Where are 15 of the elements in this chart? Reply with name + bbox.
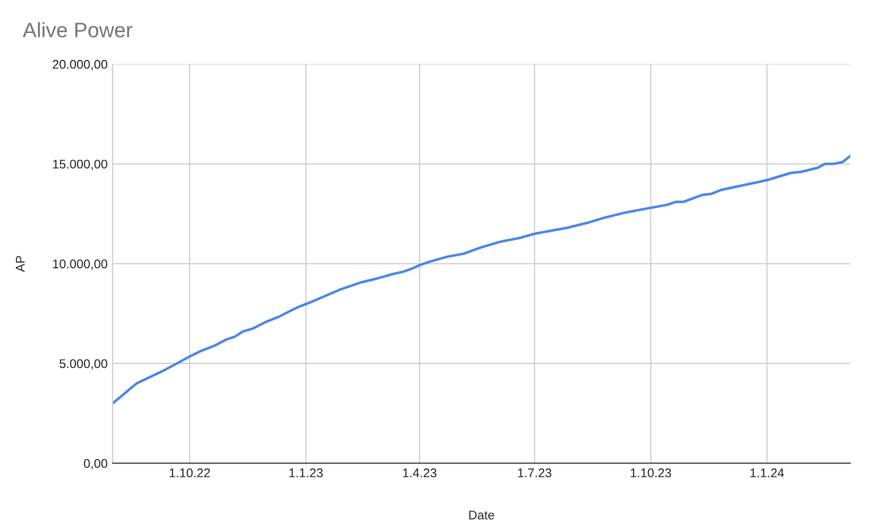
- y-tick-label: 15.000,00: [53, 160, 108, 170]
- y-tick-label: 0,00: [84, 459, 108, 470]
- y-tick-label: 10.000,00: [53, 259, 108, 270]
- x-tick-label: 1.1.23: [289, 468, 323, 478]
- x-tick-label: 1.7.23: [518, 468, 552, 478]
- y-tick-label: 5.000,00: [60, 359, 108, 370]
- x-tick-label: 1.1.24: [750, 468, 784, 478]
- x-tick-label: 1.10.23: [630, 468, 672, 478]
- x-tick-label: 1.10.22: [170, 468, 210, 478]
- y-axis-title: AP: [16, 256, 25, 272]
- chart-title: Alive Power: [22, 22, 132, 38]
- x-axis-title: Date: [469, 510, 494, 520]
- x-tick-label: 1.4.23: [403, 468, 436, 478]
- y-tick-label: 20.000,00: [52, 60, 108, 70]
- line-series: [112, 154, 850, 405]
